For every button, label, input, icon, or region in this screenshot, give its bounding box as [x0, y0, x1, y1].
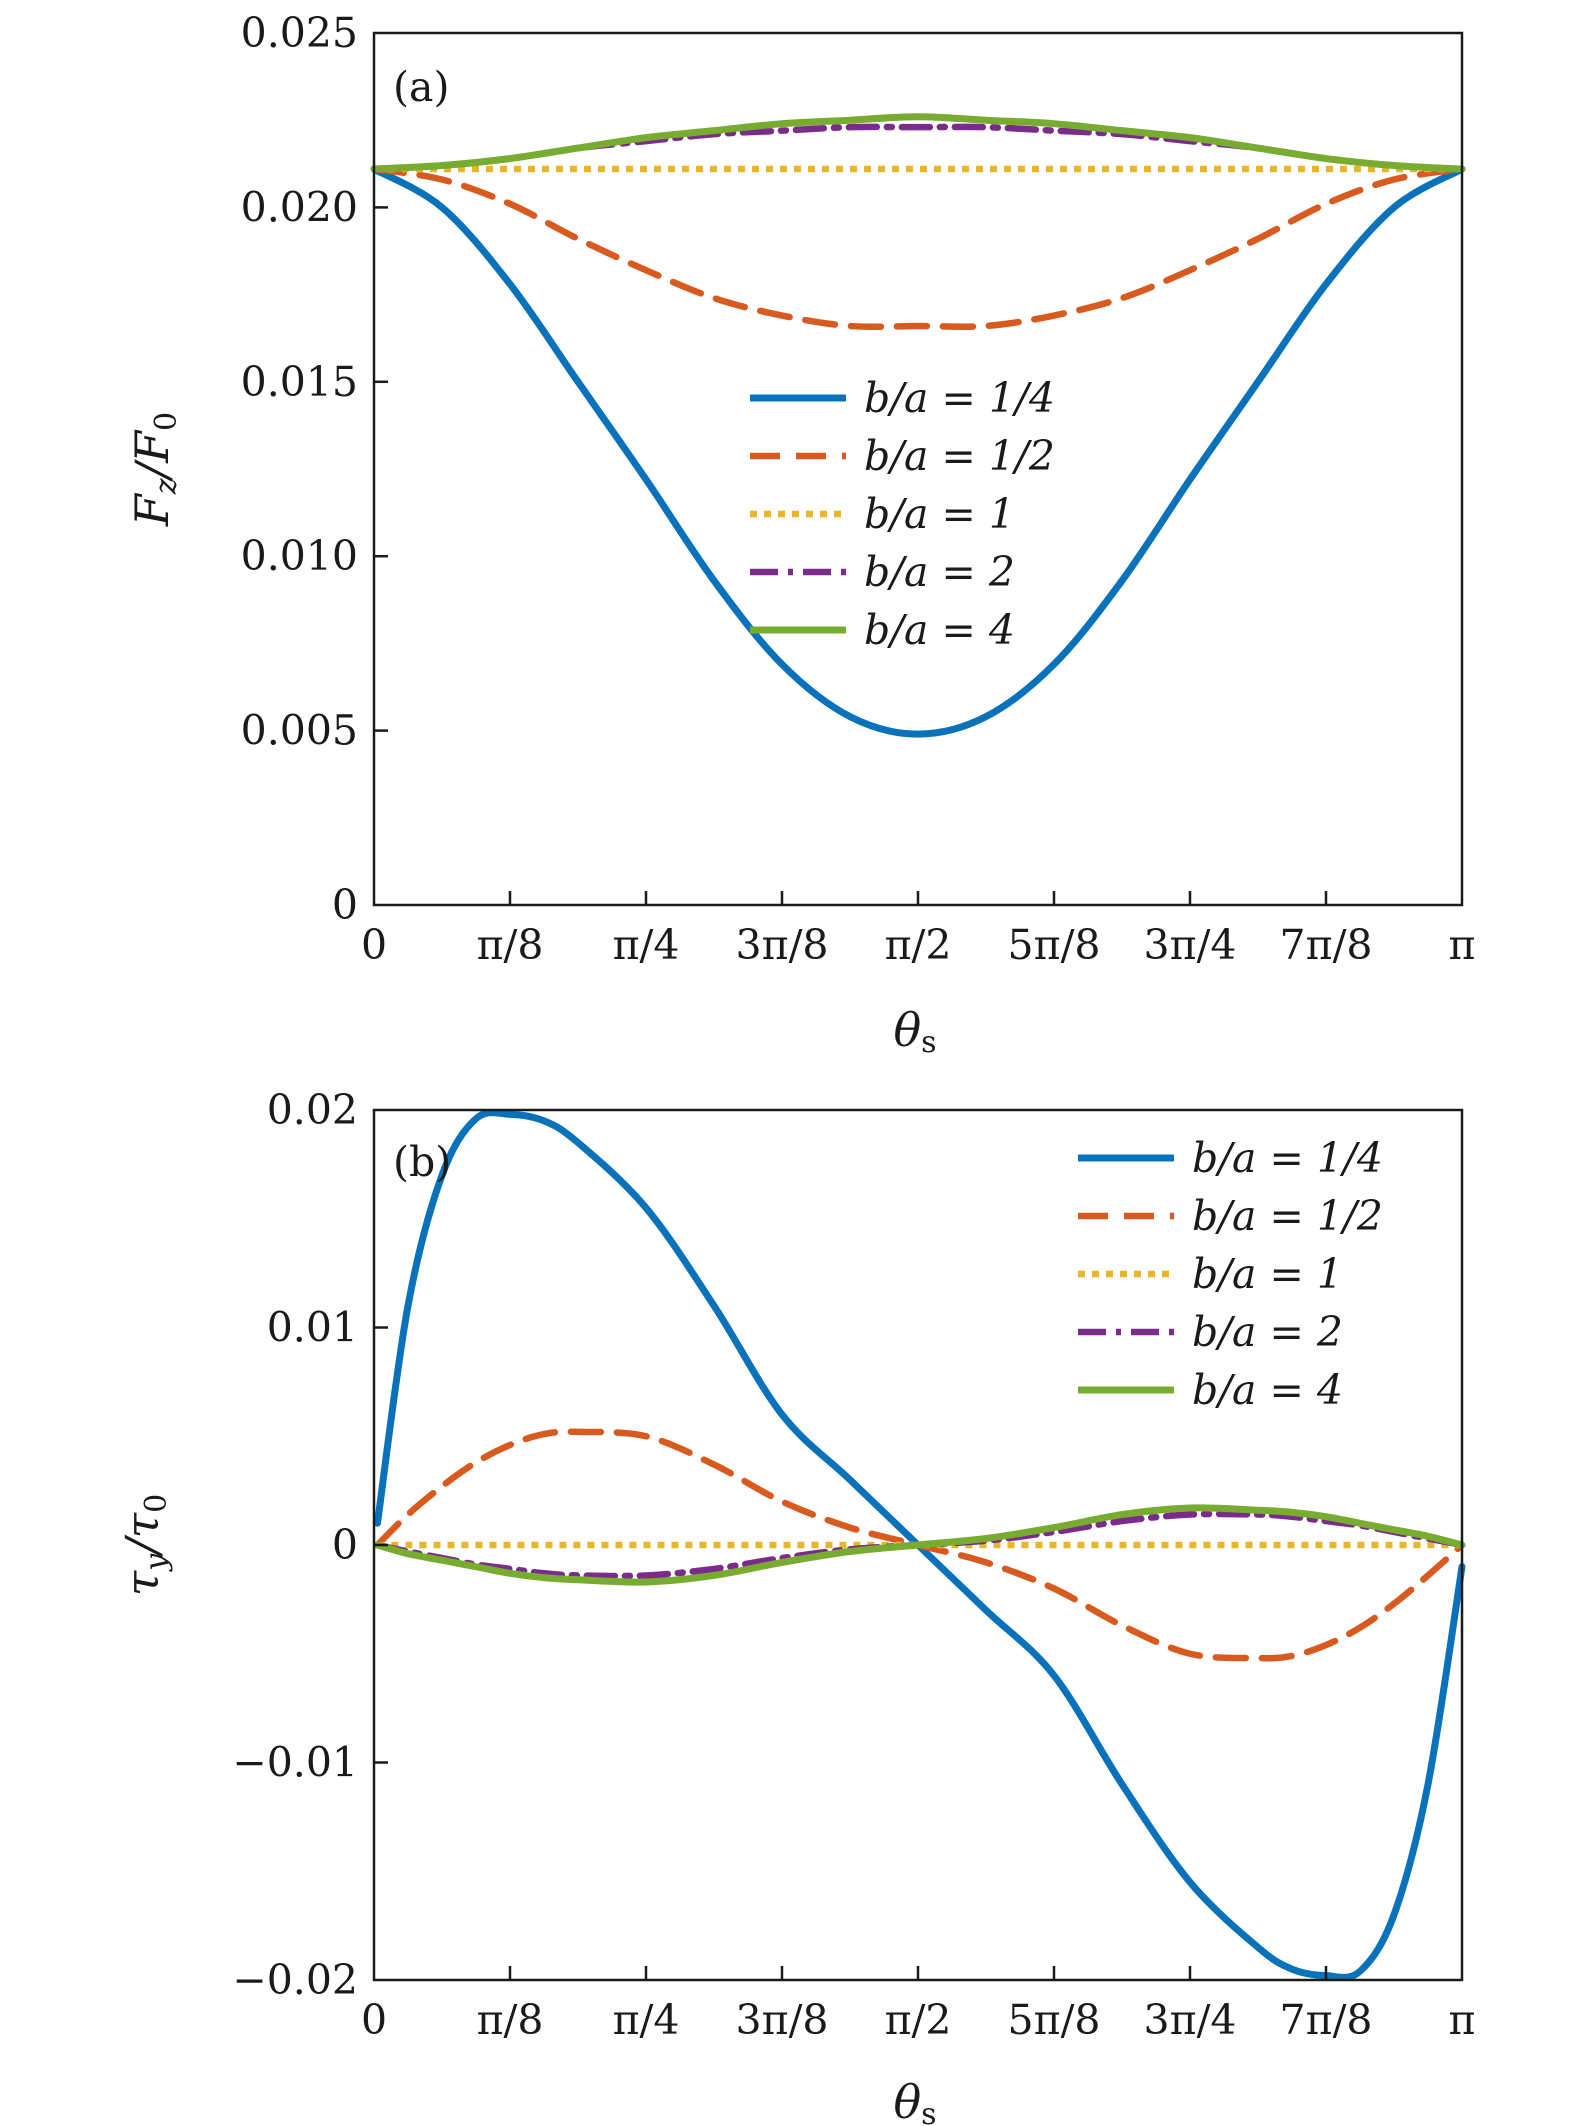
panel-b-x-tick-label: 7π/8	[1280, 1996, 1373, 2044]
panel-b-series	[373, 1109, 1466, 1981]
panel-a-x-tick-label: π/4	[613, 921, 680, 969]
panel-a-legend-label-5: b/a = 4	[864, 606, 1015, 654]
panel-a-y-tick-label: 0.020	[241, 183, 358, 231]
panel-a-x-tick-label: 3π/4	[1144, 921, 1237, 969]
panel-b-x-tick-label: 0	[361, 1996, 387, 2044]
panel-b-y-tick-label: −0.02	[232, 1956, 358, 2004]
panel-b-x-tick-label: 3π/4	[1144, 1996, 1237, 2044]
panel-a: 0 π/8 π/4 3π/8 π/2 5π/8 3π/4 7π/8 π 0 0.005 0.010 0.…	[125, 9, 1475, 1060]
panel-b-label: (b)	[393, 1138, 451, 1186]
panel-b-legend-label-3: b/a = 1	[1192, 1250, 1343, 1298]
panel-a-series-line-5	[370, 113, 1466, 173]
panel-a-legend: b/a = 1/4 b/a = 1/2 b/a = 1 b/a = 2 b/a = 4	[750, 374, 1055, 654]
panel-b-ticks: 0 π/8 π/4 3π/8 π/2 5π/8 3π/4 7π/8 π −0.02 −0.01 0 0.…	[232, 1086, 1475, 2044]
panel-a-series	[370, 113, 1466, 738]
panel-b-x-tick-label: π	[1449, 1996, 1476, 2044]
panel-b-y-tick-label: 0.01	[267, 1304, 358, 1352]
panel-a-legend-label-2: b/a = 1/2	[864, 432, 1055, 480]
panel-a-x-tick-label: 3π/8	[736, 921, 829, 969]
panel-b-legend: b/a = 1/4 b/a = 1/2 b/a = 1 b/a = 2 b/a = 4	[1078, 1134, 1383, 1414]
panel-a-label: (a)	[393, 63, 449, 111]
panel-b: 0 π/8 π/4 3π/8 π/2 5π/8 3π/4 7π/8 π −0.02 −0.01 0 0.…	[115, 1086, 1475, 2126]
panel-a-y-tick-label: 0.015	[241, 358, 358, 406]
panel-b-series-line-5	[373, 1504, 1466, 1586]
panel-a-y-tick-label: 0.005	[241, 707, 358, 755]
panel-b-legend-label-1: b/a = 1/4	[1192, 1134, 1383, 1182]
panel-a-series-line-2	[370, 165, 1466, 331]
panel-b-y-tick-label: 0	[332, 1521, 358, 1569]
panel-b-x-tick-label: 3π/8	[736, 1996, 829, 2044]
panel-a-x-tick-label: π/8	[477, 921, 544, 969]
panel-a-x-tick-label: 0	[361, 921, 387, 969]
panel-b-legend-label-5: b/a = 4	[1192, 1366, 1343, 1414]
panel-a-series-line-1	[370, 165, 1466, 738]
panel-b-y-tick-label: 0.02	[267, 1086, 358, 1134]
panel-a-x-tick-label: 7π/8	[1280, 921, 1373, 969]
panel-a-x-tick-label: π	[1449, 921, 1476, 969]
panel-b-x-tick-label: π/4	[613, 1996, 680, 2044]
panel-b-x-tick-label: π/2	[885, 1996, 952, 2044]
panel-a-x-tick-label: 5π/8	[1008, 921, 1101, 969]
panel-b-x-tick-label: π/8	[477, 1996, 544, 2044]
panel-b-y-tick-label: −0.01	[232, 1739, 358, 1787]
panel-b-x-axis-label: θs	[893, 2075, 936, 2126]
panel-a-ticks: 0 π/8 π/4 3π/8 π/2 5π/8 3π/4 7π/8 π 0 0.005 0.010 0.…	[241, 9, 1476, 969]
panel-a-legend-label-1: b/a = 1/4	[864, 374, 1055, 422]
panel-b-x-tick-label: 5π/8	[1008, 1996, 1101, 2044]
panel-a-x-axis-label: θs	[893, 1003, 936, 1060]
panel-b-y-axis-label: τy/τ0	[115, 1494, 174, 1596]
panel-a-y-tick-label: 0.010	[241, 532, 358, 580]
panel-a-series-line-4	[370, 123, 1466, 173]
panel-b-legend-label-4: b/a = 2	[1192, 1308, 1343, 1356]
panel-a-legend-label-4: b/a = 2	[864, 548, 1015, 596]
panel-a-y-tick-label: 0	[332, 881, 358, 929]
panel-a-y-tick-label: 0.025	[241, 9, 358, 57]
panel-a-legend-label-3: b/a = 1	[864, 490, 1015, 538]
panel-a-x-tick-label: π/2	[885, 921, 952, 969]
panel-a-y-axis-label: Fz/F0	[125, 412, 184, 527]
panel-b-legend-label-2: b/a = 1/2	[1192, 1192, 1383, 1240]
